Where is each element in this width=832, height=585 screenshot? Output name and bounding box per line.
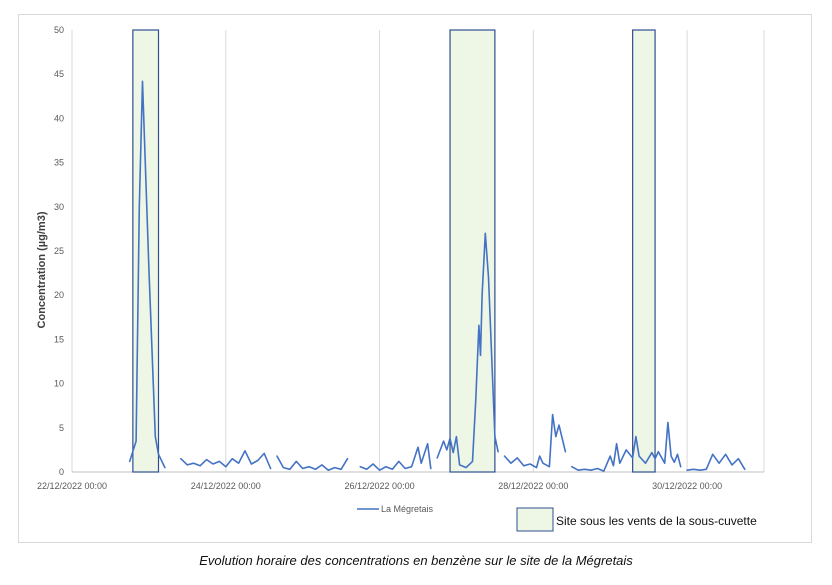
series-line-segment [571,421,682,472]
highlight-box [449,29,496,473]
y-tick-label: 5 [59,423,64,433]
series-line-segment [276,455,349,471]
chart-frame: 0 5 10 15 20 25 30 35 40 45 50 22/12/2022 00:00 24/… [18,14,812,543]
y-axis-label: Concentration (µg/m3) [36,211,48,328]
y-tick-label: 35 [54,158,64,168]
series-line-segment [686,453,746,471]
x-tick-label: 24/12/2022 00:00 [191,481,261,491]
legend-box-swatch [516,507,554,532]
y-tick-label: 50 [54,25,64,35]
y-tick-label: 15 [54,334,64,344]
series-line-segment [359,442,432,471]
legend-series-label: La Mégretais [381,504,434,514]
series-line-segment [436,232,499,469]
x-tick-label: 22/12/2022 00:00 [37,481,107,491]
series-line-segment [180,450,272,470]
highlight-box [632,29,656,473]
legend: La Mégretais Site sous les vents de la s… [357,504,757,532]
figure-caption: Evolution horaire des concentrations en … [199,553,633,568]
x-tick-label: 28/12/2022 00:00 [498,481,568,491]
series-line-segment [128,80,166,469]
x-tick-label: 30/12/2022 00:00 [652,481,722,491]
y-tick-label: 40 [54,113,64,123]
y-tick-label: 30 [54,202,64,212]
legend-box-label: Site sous les vents de la sous-cuvette [556,514,757,528]
y-tick-label: 20 [54,290,64,300]
y-tick-label: 45 [54,69,64,79]
chart-plot: 0 5 10 15 20 25 30 35 40 45 50 22/12/2022 00:00 24/… [36,25,765,532]
series-line-segment [503,413,567,469]
y-tick-label: 0 [59,467,64,477]
y-tick-label: 10 [54,379,64,389]
x-tick-label: 26/12/2022 00:00 [345,481,415,491]
y-tick-label: 25 [54,246,64,256]
